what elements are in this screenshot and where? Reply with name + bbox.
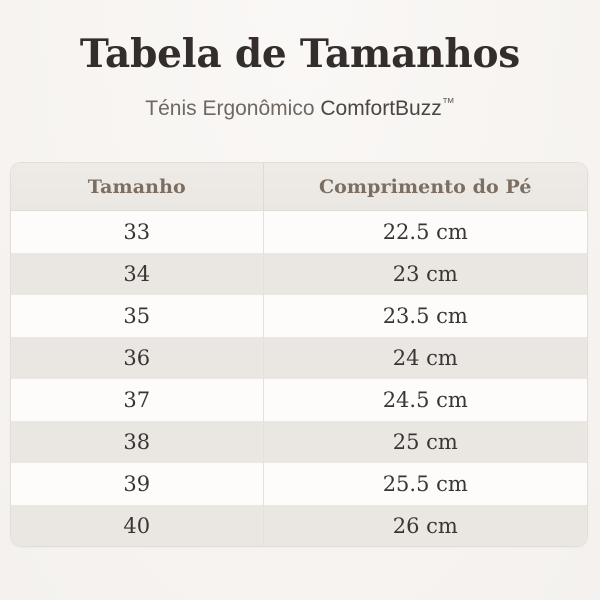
- page-title: Tabela de Tamanhos: [79, 31, 521, 77]
- cell-size: 37: [11, 379, 264, 421]
- page-subtitle: Ténis Ergonômico ComfortBuzz™: [0, 90, 600, 122]
- table-row: 38 25 cm: [11, 421, 587, 463]
- cell-size: 35: [11, 295, 264, 337]
- cell-size: 40: [11, 505, 264, 546]
- table-header-row: Tamanho Comprimento do Pé: [11, 163, 587, 211]
- cell-foot-length: 25.5 cm: [263, 463, 587, 505]
- size-chart-table: Tamanho Comprimento do Pé 33 22.5 cm 34 …: [11, 163, 587, 546]
- cell-size: 34: [11, 253, 264, 295]
- cell-foot-length: 23 cm: [263, 253, 587, 295]
- page-header: Tabela de Tamanhos Ténis Ergonômico Comf…: [0, 0, 600, 122]
- table-header: Tamanho Comprimento do Pé: [11, 163, 587, 211]
- cell-foot-length: 24.5 cm: [263, 379, 587, 421]
- table-row: 40 26 cm: [11, 505, 587, 546]
- cell-foot-length: 23.5 cm: [263, 295, 587, 337]
- subtitle-product: Ténis Ergonômico: [145, 97, 321, 120]
- cell-foot-length: 24 cm: [263, 337, 587, 379]
- cell-foot-length: 26 cm: [263, 505, 587, 546]
- column-header-foot-length: Comprimento do Pé: [263, 163, 587, 211]
- cell-size: 33: [11, 210, 264, 253]
- cell-size: 39: [11, 463, 264, 505]
- table-row: 36 24 cm: [11, 337, 587, 379]
- column-header-size: Tamanho: [11, 163, 264, 211]
- subtitle-brand: ComfortBuzz: [320, 97, 442, 120]
- table-body: 33 22.5 cm 34 23 cm 35 23.5 cm 36 24 cm …: [11, 210, 587, 546]
- table-row: 37 24.5 cm: [11, 379, 587, 421]
- trademark-icon: ™: [441, 95, 455, 110]
- table-row: 34 23 cm: [11, 253, 587, 295]
- cell-foot-length: 25 cm: [263, 421, 587, 463]
- table-row: 33 22.5 cm: [11, 210, 587, 253]
- cell-size: 36: [11, 337, 264, 379]
- size-chart-table-container: Tamanho Comprimento do Pé 33 22.5 cm 34 …: [10, 162, 588, 547]
- table-row: 35 23.5 cm: [11, 295, 587, 337]
- table-row: 39 25.5 cm: [11, 463, 587, 505]
- cell-size: 38: [11, 421, 264, 463]
- cell-foot-length: 22.5 cm: [263, 210, 587, 253]
